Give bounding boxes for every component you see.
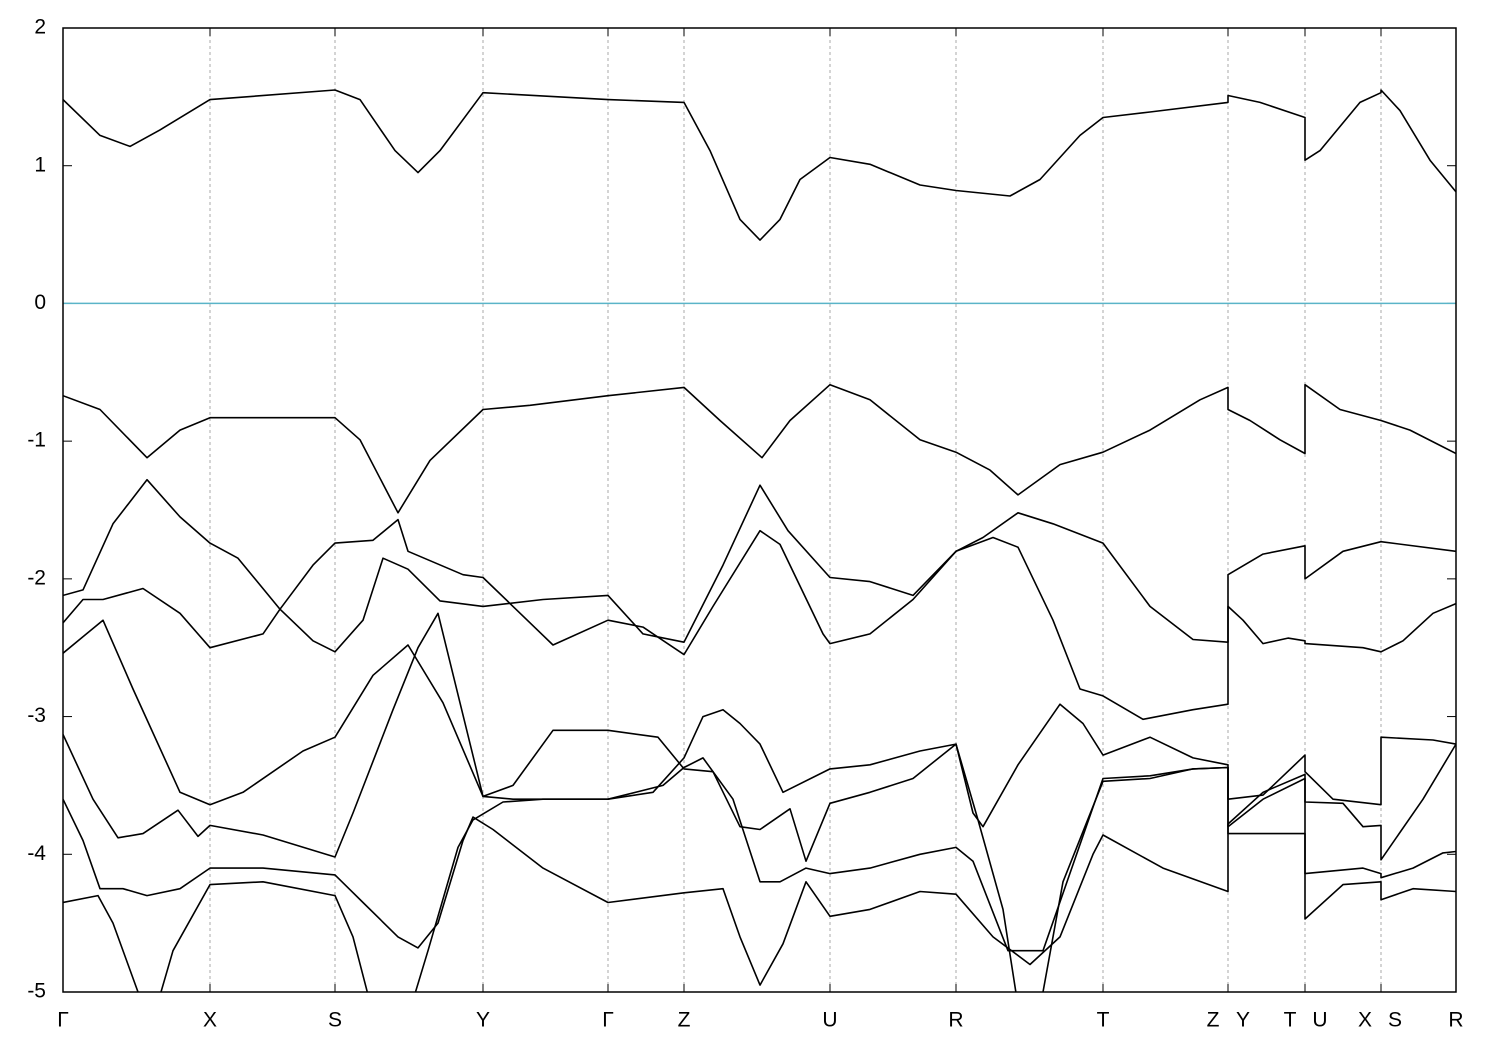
y-tick-label: 2 [34,16,46,39]
x-tick-label: Y [476,1009,490,1032]
x-tick-label: Y [1236,1009,1250,1032]
x-tick-label: U [822,1009,837,1032]
x-tick-label: X [203,1009,217,1032]
y-tick-label: 1 [34,153,46,176]
x-tick-label: R [948,1009,963,1032]
y-tick-label: 0 [34,291,46,314]
band-line [63,612,1456,952]
band-line [63,708,1456,992]
x-tick-label: T [1284,1009,1297,1032]
y-tick-label: -4 [27,842,46,865]
x-tick-label: Γ [57,1009,69,1032]
x-tick-label: R [1448,1009,1463,1032]
y-tick-label: -2 [27,566,46,589]
x-tick-label: S [328,1009,342,1032]
x-tick-label: S [1388,1009,1402,1032]
x-tick-label: T [1097,1009,1110,1032]
x-tick-label: X [1358,1009,1372,1032]
band-line [63,383,1456,514]
band-line [63,773,1456,986]
y-tick-label: -3 [27,704,46,727]
band-line [63,518,1456,721]
plot-frame [62,27,1457,993]
x-tick-label: U [1312,1009,1327,1032]
band-line [63,619,1456,862]
y-tick-label: -5 [27,980,46,1003]
y-tick-label: -1 [27,429,46,452]
x-tick-label: Z [678,1009,691,1032]
plot-area [63,89,1456,992]
band-line [63,89,1456,241]
x-tick-label: Γ [602,1009,614,1032]
x-tick-label: Z [1207,1009,1220,1032]
